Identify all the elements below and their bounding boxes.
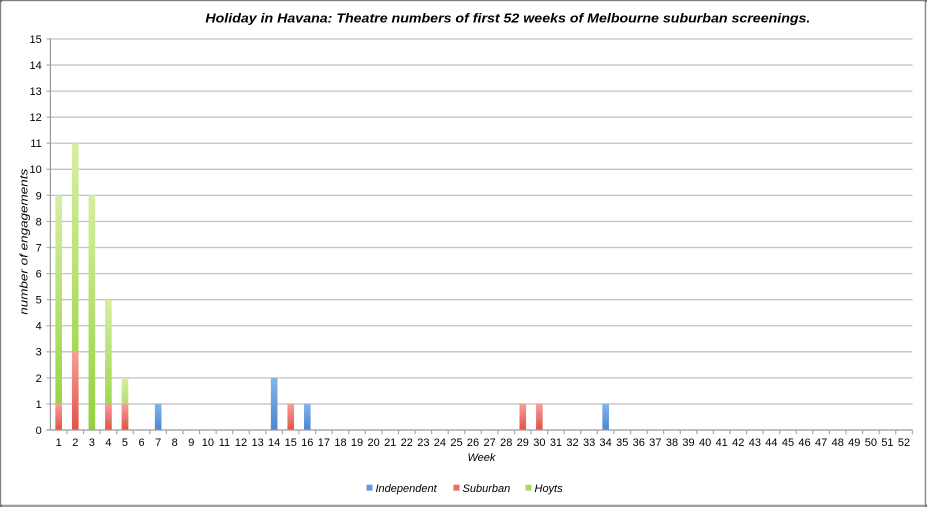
svg-text:10: 10 [30,164,42,176]
svg-text:32: 32 [566,437,578,449]
svg-text:2: 2 [72,437,78,449]
svg-text:12: 12 [235,437,247,449]
svg-text:number of engagements: number of engagements [18,168,30,315]
svg-text:1: 1 [36,399,42,411]
svg-text:3: 3 [89,437,95,449]
svg-text:46: 46 [798,437,810,449]
svg-text:39: 39 [682,437,694,449]
svg-text:19: 19 [351,437,363,449]
svg-text:10: 10 [202,437,214,449]
svg-text:23: 23 [417,437,429,449]
svg-text:43: 43 [749,437,761,449]
svg-text:36: 36 [633,437,645,449]
svg-text:17: 17 [318,437,330,449]
svg-text:52: 52 [898,437,910,449]
svg-text:40: 40 [699,437,711,449]
svg-text:2: 2 [36,373,42,385]
svg-text:13: 13 [30,86,42,98]
svg-text:6: 6 [138,437,144,449]
svg-text:11: 11 [219,437,230,449]
svg-text:14: 14 [268,437,280,449]
svg-text:37: 37 [649,437,661,449]
svg-text:33: 33 [583,437,595,449]
svg-text:30: 30 [533,437,545,449]
svg-text:9: 9 [188,437,194,449]
svg-text:4: 4 [105,437,111,449]
svg-text:Suburban: Suburban [463,483,511,495]
svg-text:24: 24 [434,437,446,449]
svg-text:34: 34 [600,437,612,449]
svg-text:Independent: Independent [376,483,438,495]
svg-text:9: 9 [36,190,42,202]
svg-text:26: 26 [467,437,479,449]
svg-text:31: 31 [550,437,562,449]
svg-text:Hoyts: Hoyts [535,483,564,495]
svg-text:38: 38 [666,437,678,449]
svg-text:28: 28 [500,437,512,449]
svg-text:45: 45 [782,437,794,449]
svg-text:Holiday in Havana: Theatre num: Holiday in Havana: Theatre numbers of fi… [205,12,810,26]
svg-text:5: 5 [122,437,128,449]
svg-text:27: 27 [484,437,496,449]
svg-text:6: 6 [36,269,42,281]
svg-text:47: 47 [815,437,827,449]
svg-text:51: 51 [881,437,893,449]
svg-text:16: 16 [301,437,313,449]
svg-text:15: 15 [30,34,42,46]
svg-text:8: 8 [172,437,178,449]
svg-text:14: 14 [30,60,42,72]
svg-text:44: 44 [765,437,777,449]
svg-text:35: 35 [616,437,628,449]
svg-text:0: 0 [36,425,42,437]
svg-text:25: 25 [450,437,462,449]
svg-text:8: 8 [36,216,42,228]
svg-text:49: 49 [848,437,860,449]
svg-text:29: 29 [517,437,529,449]
svg-text:21: 21 [384,437,396,449]
svg-text:4: 4 [36,321,42,333]
svg-text:13: 13 [251,437,263,449]
svg-text:11: 11 [30,138,41,150]
svg-text:48: 48 [832,437,844,449]
svg-text:22: 22 [401,437,413,449]
svg-text:5: 5 [36,295,42,307]
svg-text:42: 42 [732,437,744,449]
svg-text:15: 15 [285,437,297,449]
svg-text:12: 12 [30,112,42,124]
svg-text:1: 1 [56,437,62,449]
svg-text:18: 18 [334,437,346,449]
svg-text:7: 7 [155,437,161,449]
svg-text:Week: Week [467,452,495,464]
svg-text:20: 20 [367,437,379,449]
svg-text:3: 3 [36,347,42,359]
svg-text:50: 50 [865,437,877,449]
svg-text:41: 41 [716,437,728,449]
svg-text:7: 7 [36,242,42,254]
